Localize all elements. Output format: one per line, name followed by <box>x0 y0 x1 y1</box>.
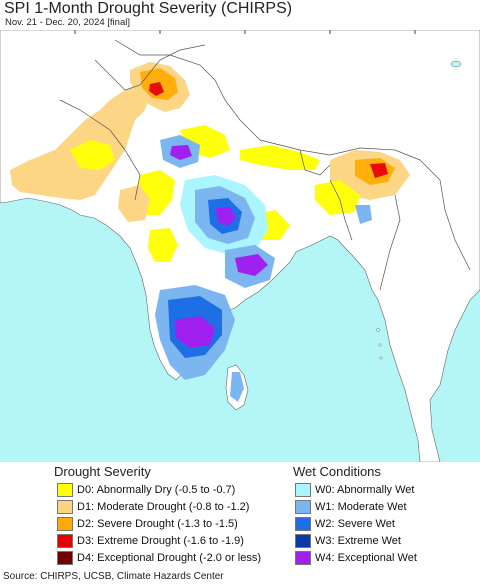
d0-center-west <box>70 140 115 170</box>
legend-item-w2: W2: Severe Wet <box>295 516 395 532</box>
lake <box>450 60 462 68</box>
d1-gujarat <box>118 185 150 222</box>
legend-item-d1: D1: Moderate Drought (-0.8 to -1.2) <box>57 499 249 515</box>
legend-item-d2: D2: Severe Drought (-1.3 to -1.5) <box>57 516 238 532</box>
swatch-d1 <box>57 500 73 514</box>
d3-northeast <box>370 163 388 178</box>
legend-item-d4: D4: Exceptional Drought (-2.0 or less) <box>57 550 261 566</box>
swatch-w3 <box>295 534 311 548</box>
wet-legend-heading: Wet Conditions <box>293 464 381 479</box>
d0-northeast <box>315 180 360 215</box>
swatch-d0 <box>57 483 73 497</box>
legend-item-w0: W0: Abnormally Wet <box>295 482 414 498</box>
w4-south <box>175 316 215 348</box>
drought-legend-heading: Drought Severity <box>54 464 151 479</box>
w1-srilanka <box>230 372 244 402</box>
swatch-d4 <box>57 551 73 565</box>
map-title: SPI 1-Month Drought Severity (CHIRPS) <box>4 0 293 17</box>
d0-maharashtra <box>148 228 178 262</box>
w4-up <box>170 145 192 160</box>
swatch-d3 <box>57 534 73 548</box>
borders <box>59 39 471 291</box>
wet-areas <box>155 135 372 402</box>
legend-item-w1: W1: Moderate Wet <box>295 499 407 515</box>
legend-item-d3: D3: Extreme Drought (-1.6 to -1.9) <box>57 533 244 549</box>
w1-northeast <box>355 205 372 224</box>
d1-west <box>10 85 150 200</box>
legend-item-w4: W4: Exceptional Wet <box>295 550 417 566</box>
w4-andhra <box>235 254 268 276</box>
source-credit: Source: CHIRPS, UCSB, Climate Hazards Ce… <box>3 571 224 582</box>
legend-item-w3: W3: Extreme Wet <box>295 533 401 549</box>
swatch-d2 <box>57 517 73 531</box>
swatch-w2 <box>295 517 311 531</box>
legend: Drought Severity Wet Conditions D0: Abno… <box>0 462 480 568</box>
swatch-w0 <box>295 483 311 497</box>
map-subtitle: Nov. 21 - Dec. 20, 2024 [final] <box>5 17 130 28</box>
d3-north <box>149 82 164 96</box>
swatch-w1 <box>295 500 311 514</box>
swatch-w4 <box>295 551 311 565</box>
drought-map <box>0 30 480 462</box>
graticule-ticks <box>74 30 416 34</box>
d0-nepal <box>240 145 320 170</box>
legend-item-d0: D0: Abnormally Dry (-0.5 to -0.7) <box>57 482 235 498</box>
drought-areas <box>10 62 410 262</box>
w4-central <box>216 207 236 226</box>
